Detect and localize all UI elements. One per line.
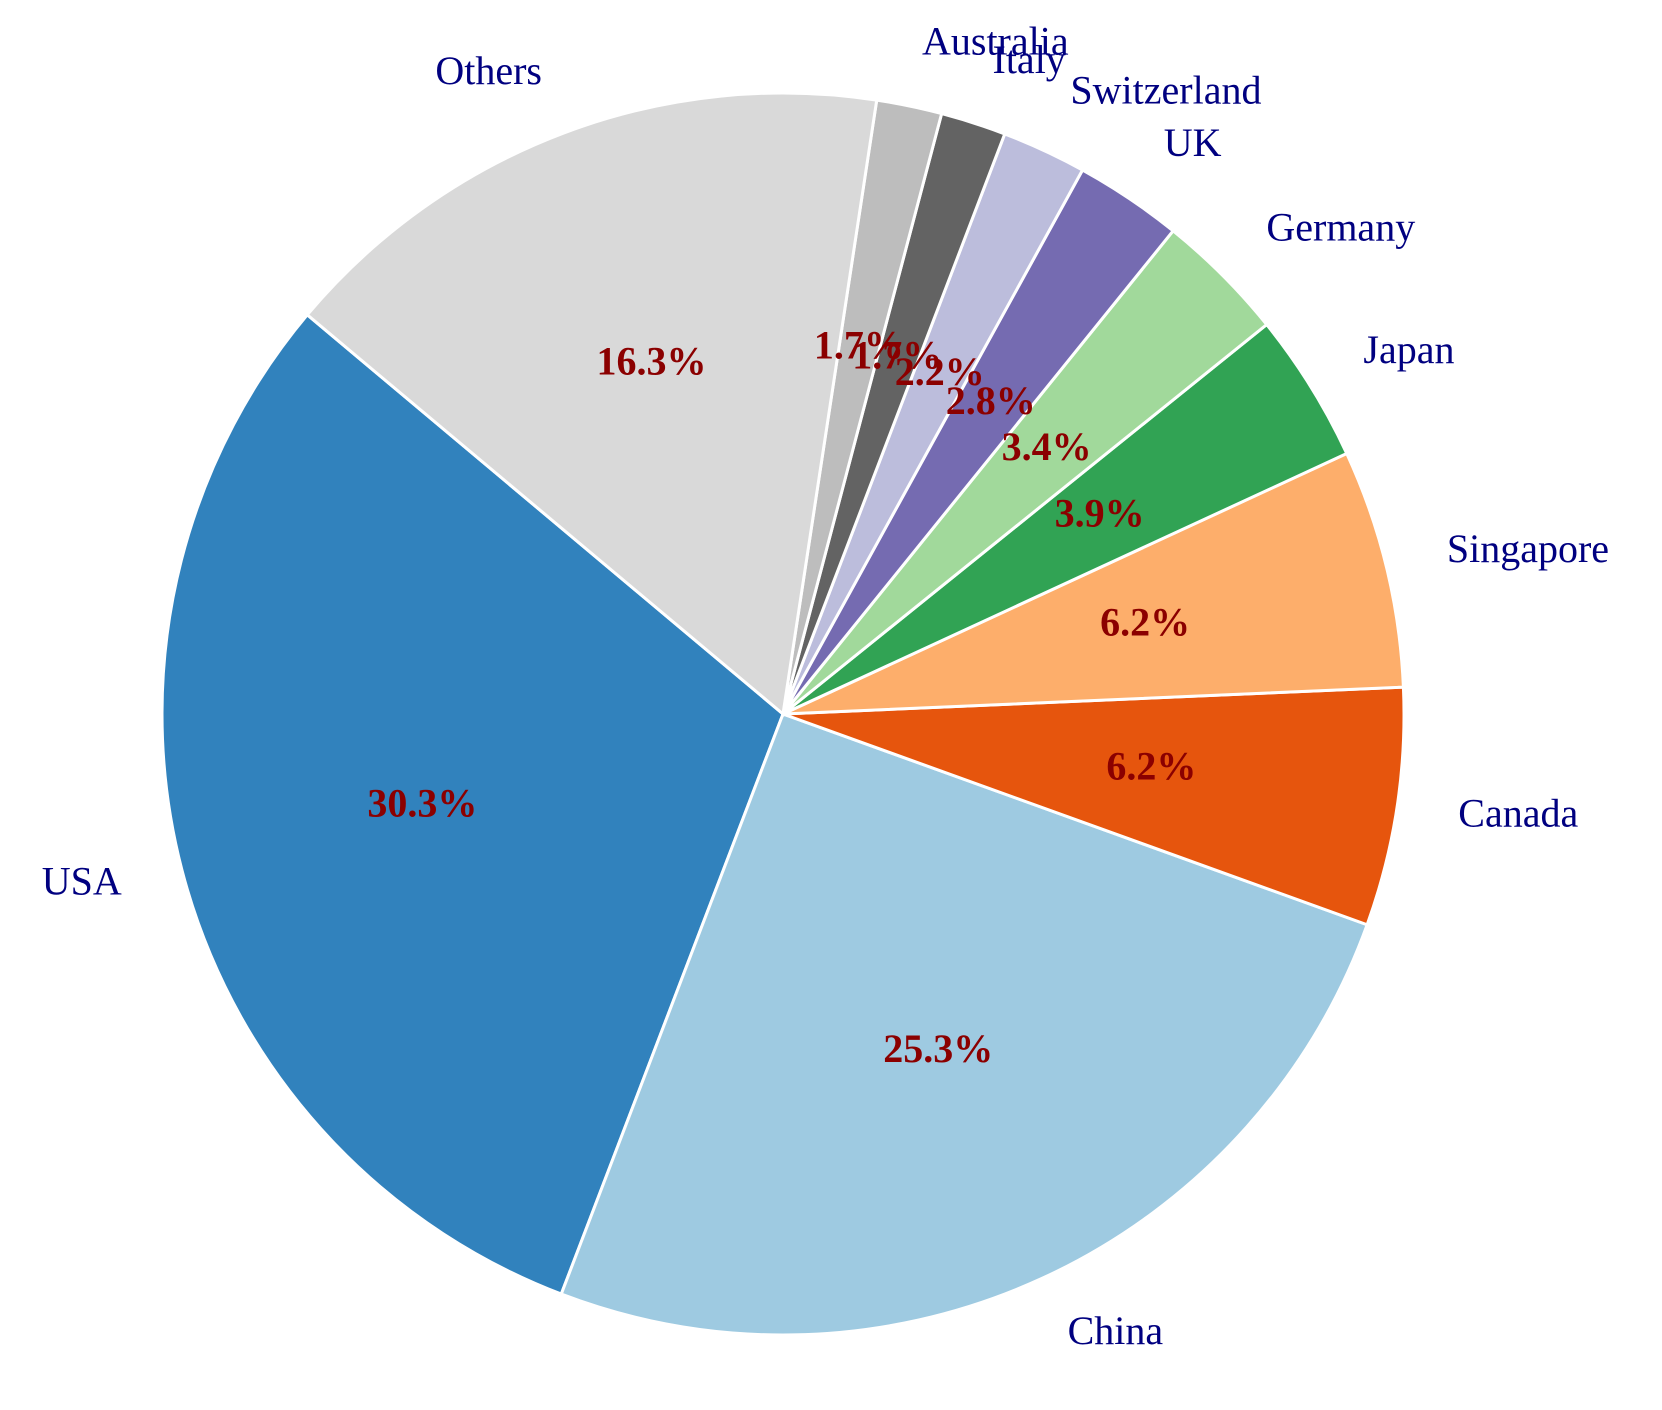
slice-percent: 1.7% (852, 333, 942, 378)
slice-label: Germany (1266, 204, 1415, 249)
pie-slice (559, 712, 1370, 1337)
slice-percent: 16.3% (597, 339, 707, 384)
slice-label: Others (435, 48, 542, 93)
slice-label: UK (1164, 120, 1222, 165)
pie-slice (160, 312, 785, 1296)
pie-slice (782, 451, 1405, 716)
slice-percent: 6.2% (1106, 743, 1196, 788)
slice-percent: 3.4% (1002, 424, 1092, 469)
slice-percent: 6.2% (1100, 599, 1190, 644)
slice-percent: 25.3% (883, 1026, 993, 1071)
slice-percent: 1.7% (814, 322, 904, 367)
pie-slice (782, 685, 1406, 927)
slice-label: Japan (1363, 327, 1454, 372)
slice-percent: 30.3% (367, 781, 477, 826)
slice-label: Switzerland (1070, 67, 1261, 112)
slice-percent: 2.8% (946, 378, 1036, 423)
slice-label: USA (42, 859, 122, 904)
slice-label: China (1068, 1308, 1164, 1353)
slice-label: Italy (993, 37, 1066, 82)
pie-slice (305, 91, 879, 717)
slice-label: Australia (922, 18, 1069, 63)
slice-percent: 3.9% (1055, 491, 1145, 536)
slice-percent: 2.2% (895, 349, 985, 394)
slice-label: Singapore (1447, 526, 1609, 571)
slice-label: Canada (1458, 790, 1578, 835)
